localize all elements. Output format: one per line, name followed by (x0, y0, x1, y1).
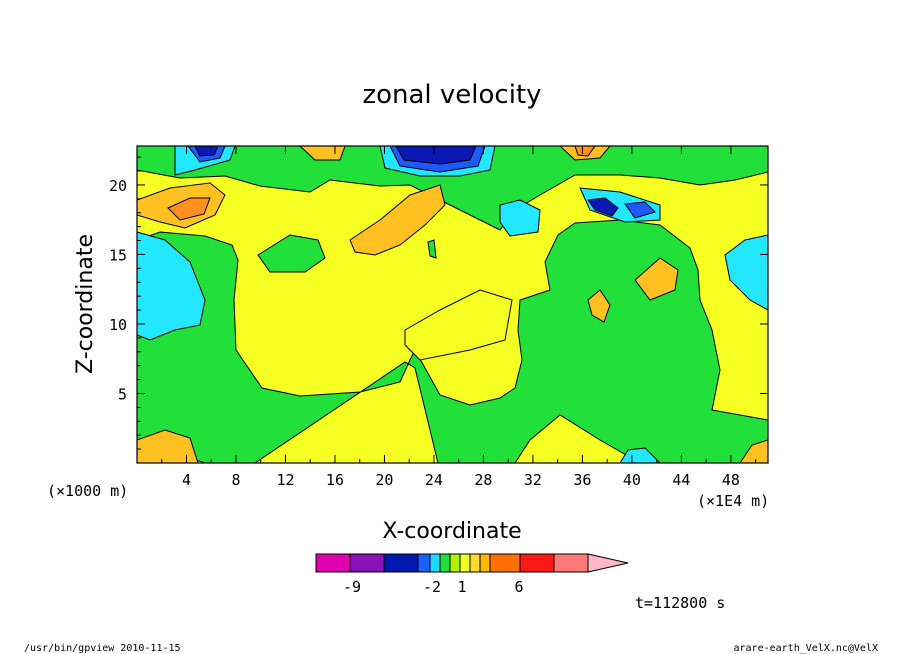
field-positive-strong-top-right (574, 146, 596, 157)
x-axis: 4 8 12 16 20 24 28 32 36 40 44 48 (161, 146, 757, 489)
colorbar-swatch (469, 553, 481, 573)
x-tick-label: 12 (276, 471, 294, 489)
colorbar-swatch (449, 553, 461, 573)
field-negative-strong-top-left (194, 146, 219, 157)
field-near-zero-patch (257, 234, 326, 273)
colorbar-level-label: 6 (514, 578, 523, 596)
colorbar-swatch (519, 553, 555, 573)
field-positive-mid-right-small (587, 289, 611, 323)
y-axis-title: Z-coordinate (73, 234, 98, 374)
plot-frame (136, 145, 769, 464)
footer-left: /usr/bin/gpview 2010-11-15 (24, 643, 181, 654)
field-positive-mid-bottom-right (739, 439, 768, 463)
x-tick-label: 24 (425, 471, 443, 489)
field-near-zero (137, 146, 768, 463)
colorbar-swatch (417, 553, 431, 573)
colorbar-swatch (553, 553, 589, 573)
field-negative-strong-top-center (395, 146, 477, 165)
field-near-zero-dot (427, 239, 437, 259)
y-tick-label: 10 (109, 316, 127, 334)
x-tick-label: 40 (623, 471, 641, 489)
field-negative-weak-bottom (619, 447, 661, 463)
field-positive-mid-top (299, 146, 346, 161)
field-positive-mid-center (349, 184, 446, 256)
y-tick-label: 5 (118, 385, 127, 403)
colorbar (315, 553, 629, 573)
field-negative-weak-right (724, 234, 768, 311)
colorbar-swatch (489, 553, 521, 573)
x-tick-label: 28 (474, 471, 492, 489)
x-tick-label: 4 (182, 471, 191, 489)
time-label: t=112800 s (635, 594, 725, 612)
colorbar-swatch (479, 553, 491, 573)
x-tick-label: 8 (231, 471, 240, 489)
x-tick-label: 36 (573, 471, 591, 489)
x-unit-label: (×1E4 m) (697, 492, 769, 510)
field-negative-strong-right (587, 197, 619, 217)
colorbar-swatch (383, 553, 419, 573)
y-tick-label: 20 (109, 177, 127, 195)
x-tick-label: 44 (672, 471, 690, 489)
x-tick-label: 32 (524, 471, 542, 489)
colorbar-swatch (315, 553, 351, 573)
colorbar-level-label: -9 (343, 578, 361, 596)
y-axis: 5 10 15 20 (109, 156, 768, 450)
colorbar-swatch (429, 553, 441, 573)
footer-right: arare-earth_VelX.nc@VelX (734, 643, 879, 654)
colorbar-level-label: 1 (457, 578, 466, 596)
y-tick-label: 15 (109, 246, 127, 264)
field-positive-weak-tongue (404, 289, 513, 361)
x-tick-label: 16 (326, 471, 344, 489)
x-tick-label: 20 (375, 471, 393, 489)
field-positive-strong-left (167, 197, 211, 221)
field-negative-weak-left (137, 231, 206, 341)
y-unit-label: (×1000 m) (47, 482, 128, 500)
colorbar-labels: -9 -2 1 6 (343, 578, 524, 596)
field-negative-mid-right (624, 201, 656, 219)
colorbar-arrow (587, 553, 629, 573)
x-tick-label: 48 (722, 471, 740, 489)
colorbar-swatch (439, 553, 451, 573)
colorbar-level-label: -2 (423, 578, 441, 596)
field-positive-mid-bottom-left (137, 429, 199, 463)
field-positive-mid-right (634, 257, 679, 301)
colorbar-swatch (349, 553, 385, 573)
colorbar-swatch (459, 553, 471, 573)
field-negative-weak-upper (499, 199, 541, 237)
x-axis-title: X-coordinate (382, 519, 521, 544)
chart-title: zonal velocity (362, 80, 541, 110)
